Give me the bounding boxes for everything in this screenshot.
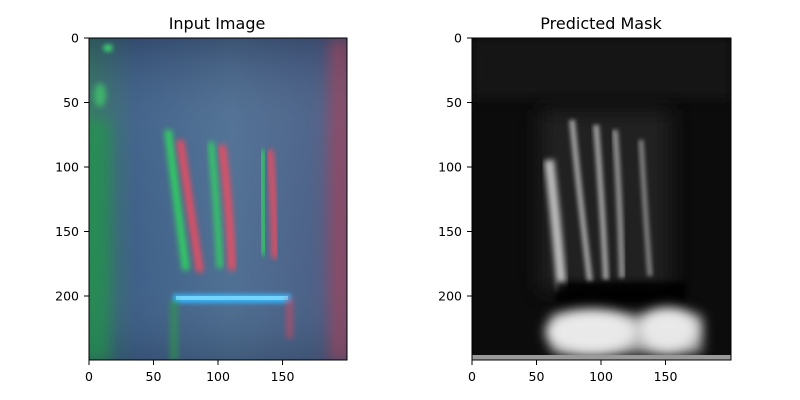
x-tick-label: 100	[206, 369, 230, 384]
input-image	[89, 38, 347, 360]
mask-tick-marks	[467, 37, 666, 365]
x-tick-label: 0	[85, 369, 93, 384]
predicted-mask-panel: Predicted Mask	[438, 14, 732, 384]
y-tick-label: 100	[438, 160, 462, 175]
y-tick-label: 100	[55, 160, 79, 175]
y-tick-label: 50	[63, 95, 79, 110]
x-tick-label: 150	[271, 369, 295, 384]
y-tick-label: 150	[55, 224, 79, 239]
panel-title: Predicted Mask	[540, 14, 662, 33]
input-image-panel: Input Image	[55, 14, 348, 384]
y-tick-label: 50	[446, 95, 462, 110]
mask-image	[472, 38, 731, 360]
panel-title: Input Image	[169, 14, 266, 33]
x-tick-label: 150	[654, 369, 678, 384]
x-tick-label: 100	[589, 369, 613, 384]
y-tick-label: 0	[454, 31, 462, 46]
x-tick-label: 50	[146, 369, 162, 384]
y-tick-label: 150	[438, 224, 462, 239]
x-tick-label: 0	[468, 369, 476, 384]
y-tick-label: 200	[438, 289, 462, 304]
y-tick-label: 0	[71, 31, 79, 46]
input-tick-marks	[84, 37, 283, 365]
x-tick-label: 50	[529, 369, 545, 384]
y-tick-label: 200	[55, 289, 79, 304]
